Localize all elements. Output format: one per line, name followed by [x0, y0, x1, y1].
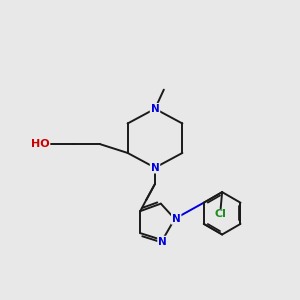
Text: Cl: Cl [215, 208, 226, 219]
Text: N: N [151, 163, 159, 173]
Text: N: N [158, 237, 167, 247]
Text: N: N [172, 214, 181, 224]
Text: HO: HO [31, 139, 50, 149]
Text: N: N [151, 104, 159, 114]
